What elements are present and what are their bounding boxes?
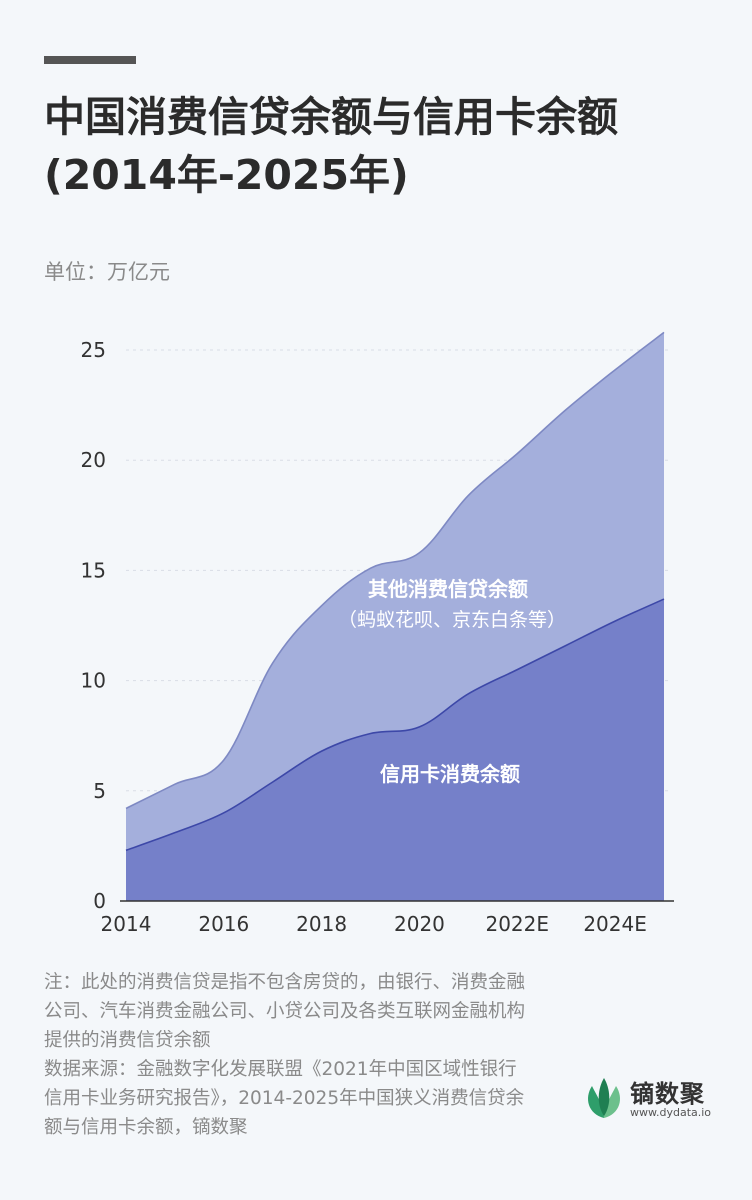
x-axis-ticks: 2014 2016 2018 2020 2022E 2024E — [101, 912, 647, 936]
series-label-card: 信用卡消费余额 — [380, 762, 520, 786]
source-text: 数据来源：金融数字化发展联盟《2021年中国区域性银行信用卡业务研究报告》，20… — [44, 1059, 525, 1138]
series-label-other-sub: （蚂蚁花呗、京东白条等） — [338, 609, 566, 631]
y-tick-label-20: 20 — [81, 448, 106, 472]
y-tick-label-5: 5 — [93, 779, 106, 803]
title-line-1: 中国消费信贷余额与信用卡余额 — [44, 93, 618, 141]
area-credit-card-balance — [126, 599, 664, 901]
x-tick-label-2018: 2018 — [296, 912, 347, 936]
x-tick-label-2016: 2016 — [198, 912, 249, 936]
leaf-logo-icon — [588, 1078, 620, 1118]
y-tick-label-25: 25 — [81, 338, 106, 362]
unit-label: 单位：万亿元 — [44, 260, 170, 284]
chart-title: 中国消费信贷余额与信用卡余额 (2014年-2025年) — [44, 88, 724, 204]
footnote: 注：此处的消费信贷是指不包含房贷的，由银行、消费金融公司、汽车消费金融公司、小贷… — [44, 968, 534, 1142]
x-tick-label-2022E: 2022E — [485, 912, 549, 936]
logo-url: www.dydata.io — [630, 1106, 712, 1119]
title-line-2: (2014年-2025年) — [44, 151, 409, 199]
brand-logo: 镝数聚 www.dydata.io — [584, 1074, 724, 1122]
line-credit-card-balance — [125, 598, 665, 852]
x-tick-label-2020: 2020 — [394, 912, 445, 936]
logo-name: 镝数聚 — [630, 1080, 705, 1108]
y-axis-ticks: 0 5 10 15 20 25 — [81, 338, 106, 913]
stacked-area-chart: 0 5 10 15 20 25 2014 2016 2018 2020 2022E 2024E 其他… — [81, 331, 674, 936]
y-tick-label-15: 15 — [81, 558, 106, 582]
series-label-other: 其他消费信贷余额 — [368, 577, 528, 601]
x-tick-label-2024E: 2024E — [583, 912, 647, 936]
x-tick-label-2014: 2014 — [101, 912, 152, 936]
y-tick-label-0: 0 — [93, 889, 106, 913]
line-other-consumer-credit — [125, 331, 665, 810]
note-text: 注：此处的消费信贷是指不包含房贷的，由银行、消费金融公司、汽车消费金融公司、小贷… — [44, 972, 526, 1051]
title-accent-bar — [44, 56, 136, 64]
y-tick-label-10: 10 — [81, 669, 106, 693]
